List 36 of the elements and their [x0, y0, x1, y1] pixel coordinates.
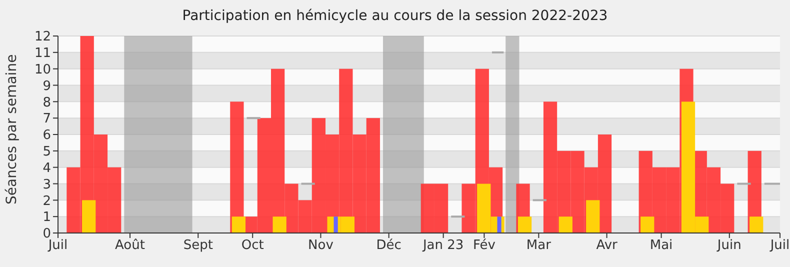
x-tick-label: Avr: [596, 238, 618, 254]
x-tick-label: Juin: [716, 238, 742, 254]
x-tick-label: Jan 23: [422, 238, 464, 254]
y-tick-label: 7: [42, 112, 51, 127]
x-tick-label: Déc: [376, 238, 402, 254]
bar: [272, 216, 286, 233]
bar: [558, 216, 572, 233]
bar: [497, 216, 502, 233]
x-tick-label: Août: [115, 238, 145, 254]
x-tick-label: Oct: [241, 238, 264, 254]
y-tick-label: 4: [42, 160, 51, 176]
x-tick-label: Nov: [308, 238, 334, 254]
y-tick-label: 1: [42, 210, 51, 226]
y-axis-title: Séances par semaine: [4, 54, 20, 204]
bar: [750, 216, 764, 233]
chart-title: Participation en hémicycle au cours de la session 2022-2023: [181, 8, 609, 24]
y-tick-label: 12: [34, 30, 51, 45]
x-tick-label: Mar: [526, 238, 552, 254]
y-tick-label: 8: [42, 95, 51, 110]
bar: [518, 216, 532, 233]
y-tick-label: 11: [34, 46, 51, 62]
bar: [640, 216, 654, 233]
x-tick-label: Fév: [472, 238, 496, 254]
x-tick-label: Mai: [650, 238, 673, 254]
bar: [334, 216, 338, 233]
bar: [586, 200, 600, 233]
y-tick-label: 6: [42, 128, 51, 144]
y-tick-label: 5: [42, 144, 51, 160]
bar: [232, 216, 246, 233]
x-tick-label: Sept: [183, 238, 213, 254]
y-tick-label: 3: [42, 177, 51, 192]
y-tick-label: 9: [42, 78, 51, 94]
bar: [82, 200, 96, 233]
y-tick-label: 10: [34, 62, 51, 78]
y-tick-label: 2: [42, 194, 51, 209]
x-tick-label: Juil: [769, 238, 790, 254]
